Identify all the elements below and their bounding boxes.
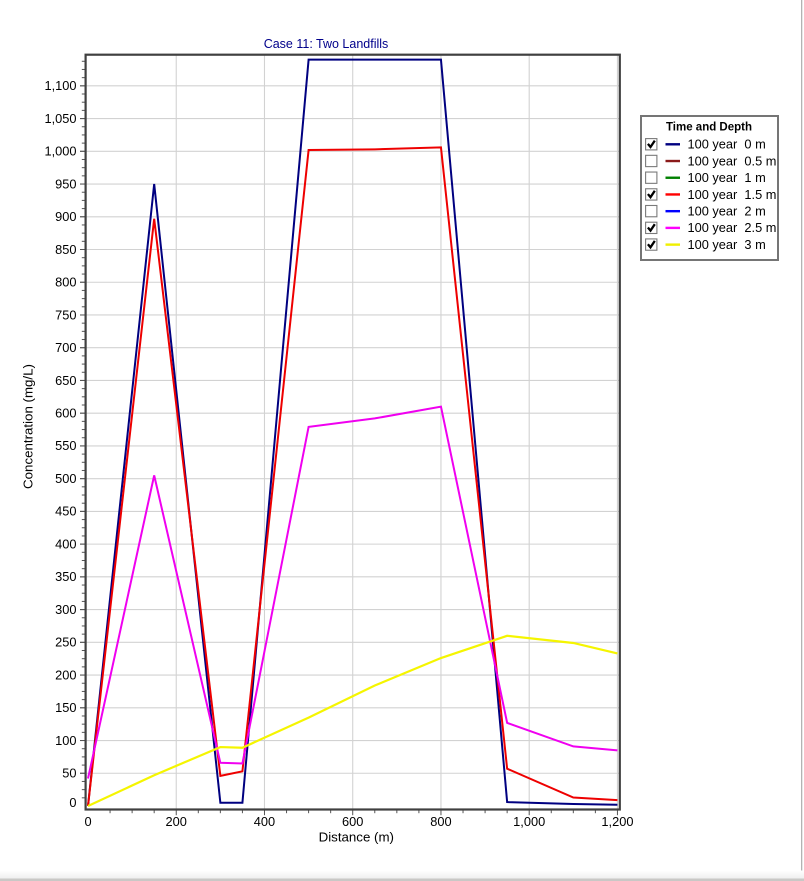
svg-text:1,050: 1,050 [44,111,76,126]
svg-text:700: 700 [55,340,76,355]
svg-text:100 year 1.5 m: 100 year 1.5 m [688,187,777,202]
svg-text:200: 200 [166,814,187,829]
svg-text:800: 800 [55,275,76,290]
svg-text:300: 300 [55,602,76,617]
svg-text:200: 200 [55,667,76,682]
svg-text:100 year 0 m: 100 year 0 m [688,137,766,152]
svg-text:350: 350 [55,569,76,584]
svg-text:1,100: 1,100 [44,78,76,93]
svg-text:100 year 2.5 m: 100 year 2.5 m [688,220,777,235]
svg-text:950: 950 [55,176,76,191]
svg-text:750: 750 [55,307,76,322]
svg-text:100 year 1 m: 100 year 1 m [688,170,766,185]
svg-text:Distance (m): Distance (m) [319,830,394,845]
svg-text:600: 600 [342,814,363,829]
svg-text:850: 850 [55,242,76,257]
svg-text:0: 0 [69,795,76,810]
svg-text:100 year 3 m: 100 year 3 m [688,237,766,252]
svg-text:650: 650 [55,373,76,388]
svg-text:100 year 0.5 m: 100 year 0.5 m [688,153,777,168]
svg-text:500: 500 [55,471,76,486]
svg-text:900: 900 [55,209,76,224]
svg-text:250: 250 [55,635,76,650]
svg-text:450: 450 [55,504,76,519]
svg-text:Concentration (mg/L): Concentration (mg/L) [21,364,36,489]
svg-text:800: 800 [430,814,451,829]
svg-text:150: 150 [55,700,76,715]
svg-text:100: 100 [55,733,76,748]
svg-text:0: 0 [84,814,91,829]
svg-text:600: 600 [55,405,76,420]
svg-text:1,000: 1,000 [44,144,76,159]
svg-text:550: 550 [55,438,76,453]
svg-text:1,000: 1,000 [513,814,545,829]
svg-text:100 year 2 m: 100 year 2 m [688,203,766,218]
svg-text:Case 11: Two Landfills: Case 11: Two Landfills [264,37,389,51]
svg-text:400: 400 [55,536,76,551]
svg-text:1,200: 1,200 [601,814,633,829]
svg-text:50: 50 [62,766,76,781]
svg-text:Time and Depth: Time and Depth [666,122,752,134]
svg-text:400: 400 [254,814,275,829]
